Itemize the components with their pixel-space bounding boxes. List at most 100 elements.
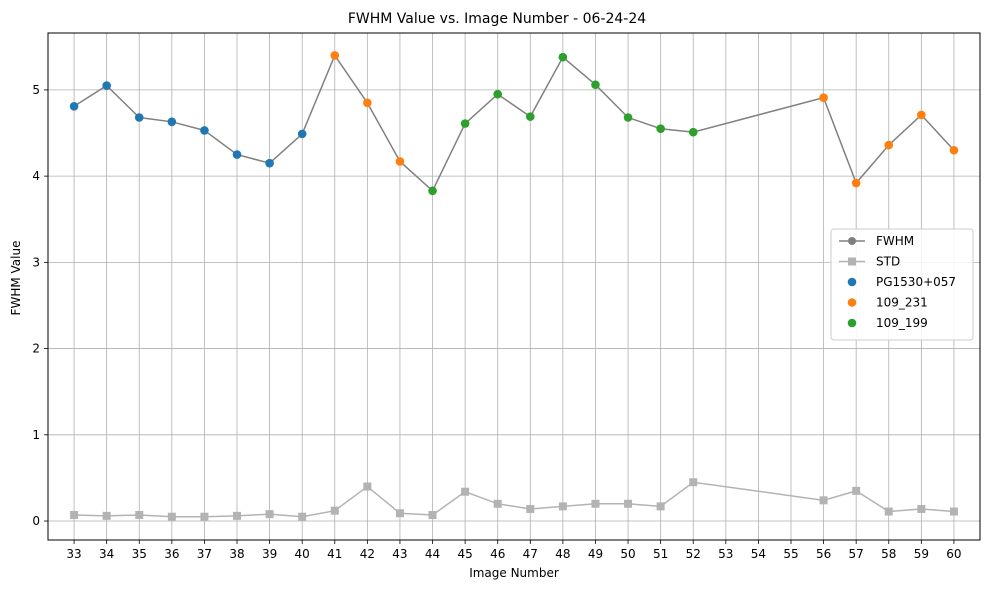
y-tick-label: 1	[32, 428, 40, 442]
std-point	[852, 486, 861, 495]
std-point	[917, 504, 926, 513]
x-tick-label: 40	[295, 547, 310, 561]
scatter-point-pg1530-057	[265, 158, 274, 168]
scatter-point-109-231	[917, 110, 926, 120]
std-point	[167, 512, 176, 521]
x-tick-label: 36	[164, 547, 179, 561]
x-tick-label: 50	[620, 547, 635, 561]
std-point	[428, 510, 437, 519]
scatter-point-pg1530-057	[102, 81, 111, 90]
scatter-point-109-231	[949, 145, 959, 155]
scatter-layer	[69, 51, 959, 196]
x-axis-title: Image Number	[469, 566, 559, 580]
std-point	[102, 511, 111, 520]
legend: FWHM STD PG1530+057 109_231 109_199	[830, 228, 974, 341]
std-point	[526, 504, 535, 513]
std-point	[298, 512, 307, 521]
scatter-point-pg1530-057	[134, 113, 144, 122]
scatter-point-109-231	[851, 178, 861, 188]
x-tick-label: 53	[718, 547, 733, 561]
std-point	[819, 496, 828, 505]
std-point	[493, 499, 502, 508]
legend-marker-std	[848, 257, 856, 266]
x-tick-label: 45	[457, 547, 472, 561]
std-point	[591, 499, 600, 508]
x-tick-label: 42	[360, 547, 375, 561]
legend-marker-109-199	[847, 318, 857, 328]
x-tick-label: 35	[132, 547, 147, 561]
y-tick-label: 3	[32, 255, 40, 269]
x-tick-label: 58	[881, 547, 896, 561]
x-tick-label: 56	[816, 547, 831, 561]
std-point	[135, 510, 144, 519]
legend-label-109-199: 109_199	[876, 316, 928, 330]
std-point	[949, 507, 958, 516]
scatter-point-pg1530-057	[200, 126, 209, 135]
x-tick-label: 57	[849, 547, 864, 561]
scatter-point-pg1530-057	[69, 101, 79, 111]
plot-frame	[47, 32, 981, 541]
chart-title: FWHM Value vs. Image Number - 06-24-24	[348, 11, 646, 27]
legend-label-pg1530-057: PG1530+057	[876, 275, 956, 289]
x-tick-label: 48	[555, 547, 570, 561]
scatter-point-pg1530-057	[167, 117, 177, 127]
x-tick-label: 34	[99, 547, 114, 561]
scatter-point-109-199	[428, 186, 437, 196]
scatter-point-109-231	[395, 157, 405, 166]
std-point	[461, 487, 470, 496]
x-tick-label: 33	[66, 547, 81, 561]
legend-marker-pg1530-057	[847, 277, 857, 287]
scatter-point-109-199	[460, 119, 470, 128]
x-tick-label: 52	[686, 547, 701, 561]
x-tick-label: 38	[229, 547, 244, 561]
y-tick-label: 0	[32, 514, 40, 528]
x-tick-label: 55	[783, 547, 798, 561]
std-point	[689, 478, 698, 487]
y-axis-title: FWHM Value	[9, 241, 23, 316]
std-series-layer	[70, 478, 958, 521]
scatter-point-109-199	[656, 124, 665, 134]
x-tick-label: 46	[490, 547, 505, 561]
std-point	[200, 512, 209, 521]
x-tick-label: 60	[946, 547, 961, 561]
x-tick-label: 43	[392, 547, 407, 561]
scatter-point-109-199	[623, 113, 633, 122]
x-tick-label: 44	[425, 547, 440, 561]
std-point	[624, 499, 633, 508]
scatter-point-109-231	[884, 140, 894, 150]
std-point	[233, 511, 242, 520]
scatter-point-109-199	[493, 89, 503, 99]
x-tick-label: 37	[197, 547, 212, 561]
std-point	[70, 510, 79, 519]
scatter-point-109-199	[558, 52, 568, 62]
std-point	[884, 507, 893, 516]
x-tick-label: 54	[751, 547, 766, 561]
std-point	[363, 482, 372, 491]
y-tick-label: 2	[32, 342, 40, 356]
scatter-point-pg1530-057	[232, 150, 242, 159]
std-point	[330, 506, 339, 515]
scatter-point-109-199	[688, 127, 698, 137]
std-point	[265, 510, 274, 519]
x-tick-label: 47	[523, 547, 538, 561]
fwhm-series-layer	[70, 51, 958, 195]
scatter-point-109-199	[591, 80, 600, 90]
fwhm-line	[73, 53, 955, 193]
legend-label-std: STD	[876, 255, 900, 269]
x-tick-label: 51	[653, 547, 668, 561]
legend-label-109-231: 109_231	[876, 296, 928, 310]
std-point	[395, 509, 404, 518]
y-tick-label: 4	[32, 169, 40, 183]
x-tick-label: 59	[914, 547, 929, 561]
scatter-point-pg1530-057	[297, 129, 307, 139]
x-tick-label: 39	[262, 547, 277, 561]
std-point	[656, 502, 665, 511]
legend-label-fwhm: FWHM	[876, 234, 914, 248]
scatter-point-109-231	[819, 93, 828, 102]
y-tick-label: 5	[32, 83, 40, 97]
x-tick-label: 41	[327, 547, 342, 561]
legend-box	[830, 228, 974, 341]
std-point	[558, 502, 567, 511]
scatter-point-109-199	[525, 112, 535, 121]
